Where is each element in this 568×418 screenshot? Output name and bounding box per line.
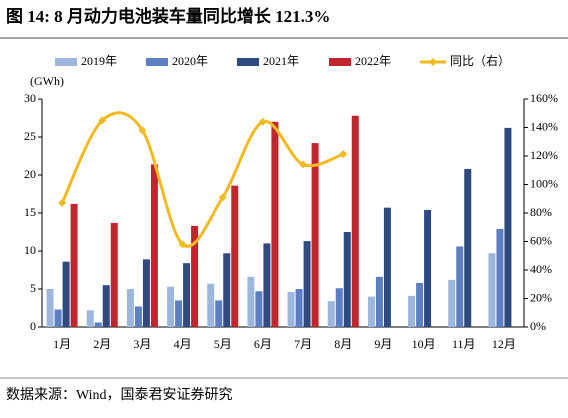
yoy-marker xyxy=(218,193,227,202)
bar xyxy=(367,296,375,327)
bar xyxy=(375,276,383,327)
bar xyxy=(175,300,183,327)
legend-marker xyxy=(429,58,437,66)
bar xyxy=(231,185,239,327)
legend-label: 2019年 xyxy=(81,54,117,68)
y-tick-label: 0 xyxy=(30,319,36,333)
x-tick-label: 3月 xyxy=(133,337,151,351)
bar xyxy=(424,209,432,327)
legend-swatch xyxy=(329,58,351,66)
legend-label: 同比（右） xyxy=(450,53,510,68)
yoy-marker xyxy=(58,199,67,208)
yoy-marker xyxy=(299,160,308,169)
y2-tick-label: 100% xyxy=(530,176,558,190)
bar xyxy=(343,232,351,327)
x-tick-label: 11月 xyxy=(452,337,476,351)
y2-tick-label: 80% xyxy=(530,205,552,219)
bar xyxy=(255,291,263,327)
bar xyxy=(54,309,62,327)
x-tick-label: 10月 xyxy=(412,337,436,351)
bar xyxy=(134,306,142,327)
bar xyxy=(263,243,271,327)
x-tick-label: 6月 xyxy=(254,337,272,351)
bar xyxy=(311,143,319,327)
legend-swatch xyxy=(237,58,259,66)
y-tick-label: 20 xyxy=(24,167,36,181)
bar xyxy=(126,289,134,327)
bar xyxy=(351,115,359,327)
bar xyxy=(70,203,78,327)
bar xyxy=(110,222,118,327)
bar xyxy=(191,225,199,327)
bar xyxy=(215,300,223,327)
yoy-marker xyxy=(258,117,267,126)
chart-title: 图 14: 8 月动力电池装车量同比增长 121.3% xyxy=(6,6,330,26)
yoy-marker xyxy=(138,126,147,135)
bar xyxy=(46,289,54,327)
bar xyxy=(504,127,512,327)
y2-tick-label: 160% xyxy=(530,91,558,105)
bar xyxy=(247,276,255,327)
x-tick-label: 8月 xyxy=(334,337,352,351)
yoy-marker xyxy=(178,240,187,249)
y-tick-label: 5 xyxy=(30,281,36,295)
legend-label: 2020年 xyxy=(172,54,208,68)
bar xyxy=(102,285,110,327)
y2-tick-label: 40% xyxy=(530,262,552,276)
x-tick-label: 1月 xyxy=(53,337,71,351)
y2-tick-label: 0% xyxy=(530,319,546,333)
x-tick-label: 2月 xyxy=(93,337,111,351)
y2-tick-label: 20% xyxy=(530,290,552,304)
y-tick-label: 10 xyxy=(24,243,36,257)
legend-label: 2021年 xyxy=(263,54,299,68)
bar xyxy=(207,283,215,327)
bar xyxy=(223,253,231,327)
x-tick-label: 5月 xyxy=(214,337,232,351)
bar xyxy=(448,279,456,327)
bar xyxy=(303,241,311,327)
bar xyxy=(86,310,94,327)
bar xyxy=(488,253,496,327)
y2-tick-label: 120% xyxy=(530,148,558,162)
legend-swatch xyxy=(55,58,77,66)
legend-label: 2022年 xyxy=(355,54,391,68)
bar xyxy=(183,263,191,327)
y-tick-label: 15 xyxy=(24,205,36,219)
bar xyxy=(94,322,102,327)
bar xyxy=(167,286,175,327)
bar xyxy=(383,207,391,327)
bar xyxy=(142,259,150,327)
bar xyxy=(62,261,70,327)
x-tick-label: 4月 xyxy=(174,337,192,351)
y-tick-label: 25 xyxy=(24,129,36,143)
yoy-marker xyxy=(98,116,107,125)
bar xyxy=(295,289,303,327)
x-tick-label: 7月 xyxy=(294,337,312,351)
bar xyxy=(464,168,472,327)
source: 数据来源：Wind，国泰君安证券研究 xyxy=(6,387,233,403)
bar xyxy=(287,292,295,327)
yoy-line xyxy=(60,111,344,248)
bar xyxy=(335,288,343,327)
bar xyxy=(416,282,424,327)
yoy-marker xyxy=(339,150,348,159)
bar xyxy=(327,301,335,327)
legend-swatch xyxy=(146,58,168,66)
y-axis-label: (GWh) xyxy=(30,74,64,88)
y2-tick-label: 140% xyxy=(530,119,558,133)
bar xyxy=(496,228,504,327)
bar xyxy=(456,246,464,327)
y2-tick-label: 60% xyxy=(530,233,552,247)
y-tick-label: 30 xyxy=(24,91,36,105)
bar xyxy=(150,164,158,327)
bar xyxy=(408,295,416,327)
x-tick-label: 9月 xyxy=(374,337,392,351)
x-tick-label: 12月 xyxy=(492,337,516,351)
bar xyxy=(271,121,279,327)
